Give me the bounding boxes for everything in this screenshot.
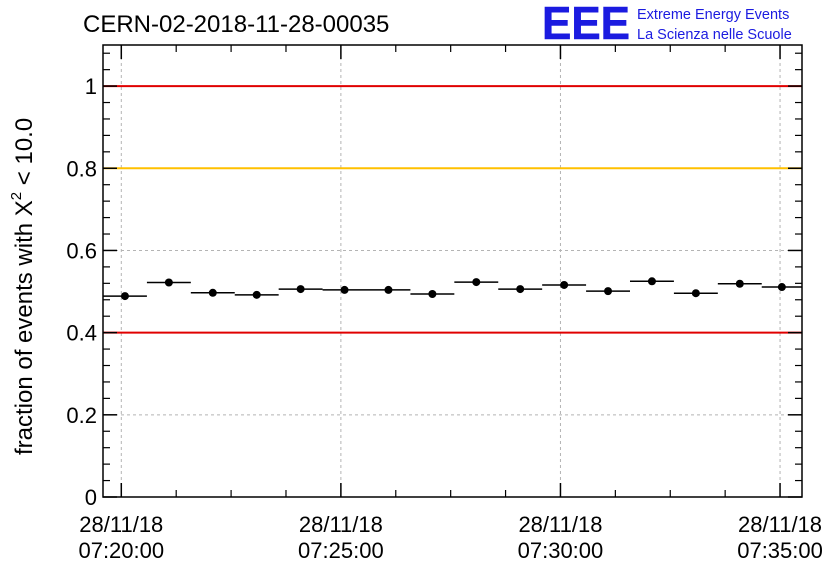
x-tick-label-date: 28/11/18 (79, 512, 163, 537)
data-point (384, 285, 393, 294)
data-point (340, 285, 349, 294)
data-point (472, 278, 481, 287)
data-points (103, 277, 802, 301)
y-tick-label: 0.4 (66, 321, 97, 346)
plot-frame (102, 44, 803, 498)
data-point (252, 290, 261, 299)
data-point (560, 280, 569, 289)
y-tick-label: 0 (85, 485, 97, 510)
y-axis-label-chi: X (11, 200, 38, 216)
grid (103, 45, 802, 497)
y-axis-label-suffix: < 10.0 (11, 118, 38, 192)
logo-line2: La Scienza nelle Scuole (637, 27, 792, 43)
data-point (208, 288, 217, 297)
data-point (735, 279, 744, 288)
x-tick-label-date: 28/11/18 (299, 512, 383, 537)
chart-title: CERN-02-2018-11-28-00035 (83, 11, 389, 38)
data-point (120, 292, 129, 301)
data-point (516, 285, 525, 294)
x-tick-label-time: 07:20:00 (78, 538, 164, 563)
x-tick-label-time: 07:35:00 (737, 538, 823, 563)
y-axis-label: fraction of events with X2 < 10.0 (8, 118, 38, 455)
axis-ticks (103, 45, 802, 498)
data-point (777, 283, 786, 292)
data-point (164, 278, 173, 287)
y-axis-label-prefix: fraction of events with (11, 216, 38, 455)
data-point (296, 285, 305, 294)
logo-mark: EEE (542, 0, 630, 49)
logo-line1: Extreme Energy Events (637, 7, 789, 23)
x-tick-label-date: 28/11/18 (518, 512, 602, 537)
x-tick-label-time: 07:30:00 (518, 538, 604, 563)
data-point (691, 289, 700, 298)
y-tick-label: 0.2 (66, 403, 97, 428)
x-tick-label-time: 07:25:00 (298, 538, 384, 563)
eee-logo: EEE Extreme Energy Events La Scienza nel… (542, 0, 792, 49)
x-tick-label-date: 28/11/18 (738, 512, 822, 537)
data-point (647, 277, 656, 286)
data-point (428, 290, 437, 299)
reference-lines (103, 85, 802, 334)
y-tick-label: 1 (85, 74, 97, 99)
y-tick-label: 0.8 (66, 156, 97, 181)
data-point (604, 287, 613, 296)
tick-labels: 00.20.40.60.8128/11/1807:20:0028/11/1807… (66, 74, 822, 563)
y-axis-label-superscript: 2 (8, 192, 25, 200)
y-tick-label: 0.6 (66, 238, 97, 263)
